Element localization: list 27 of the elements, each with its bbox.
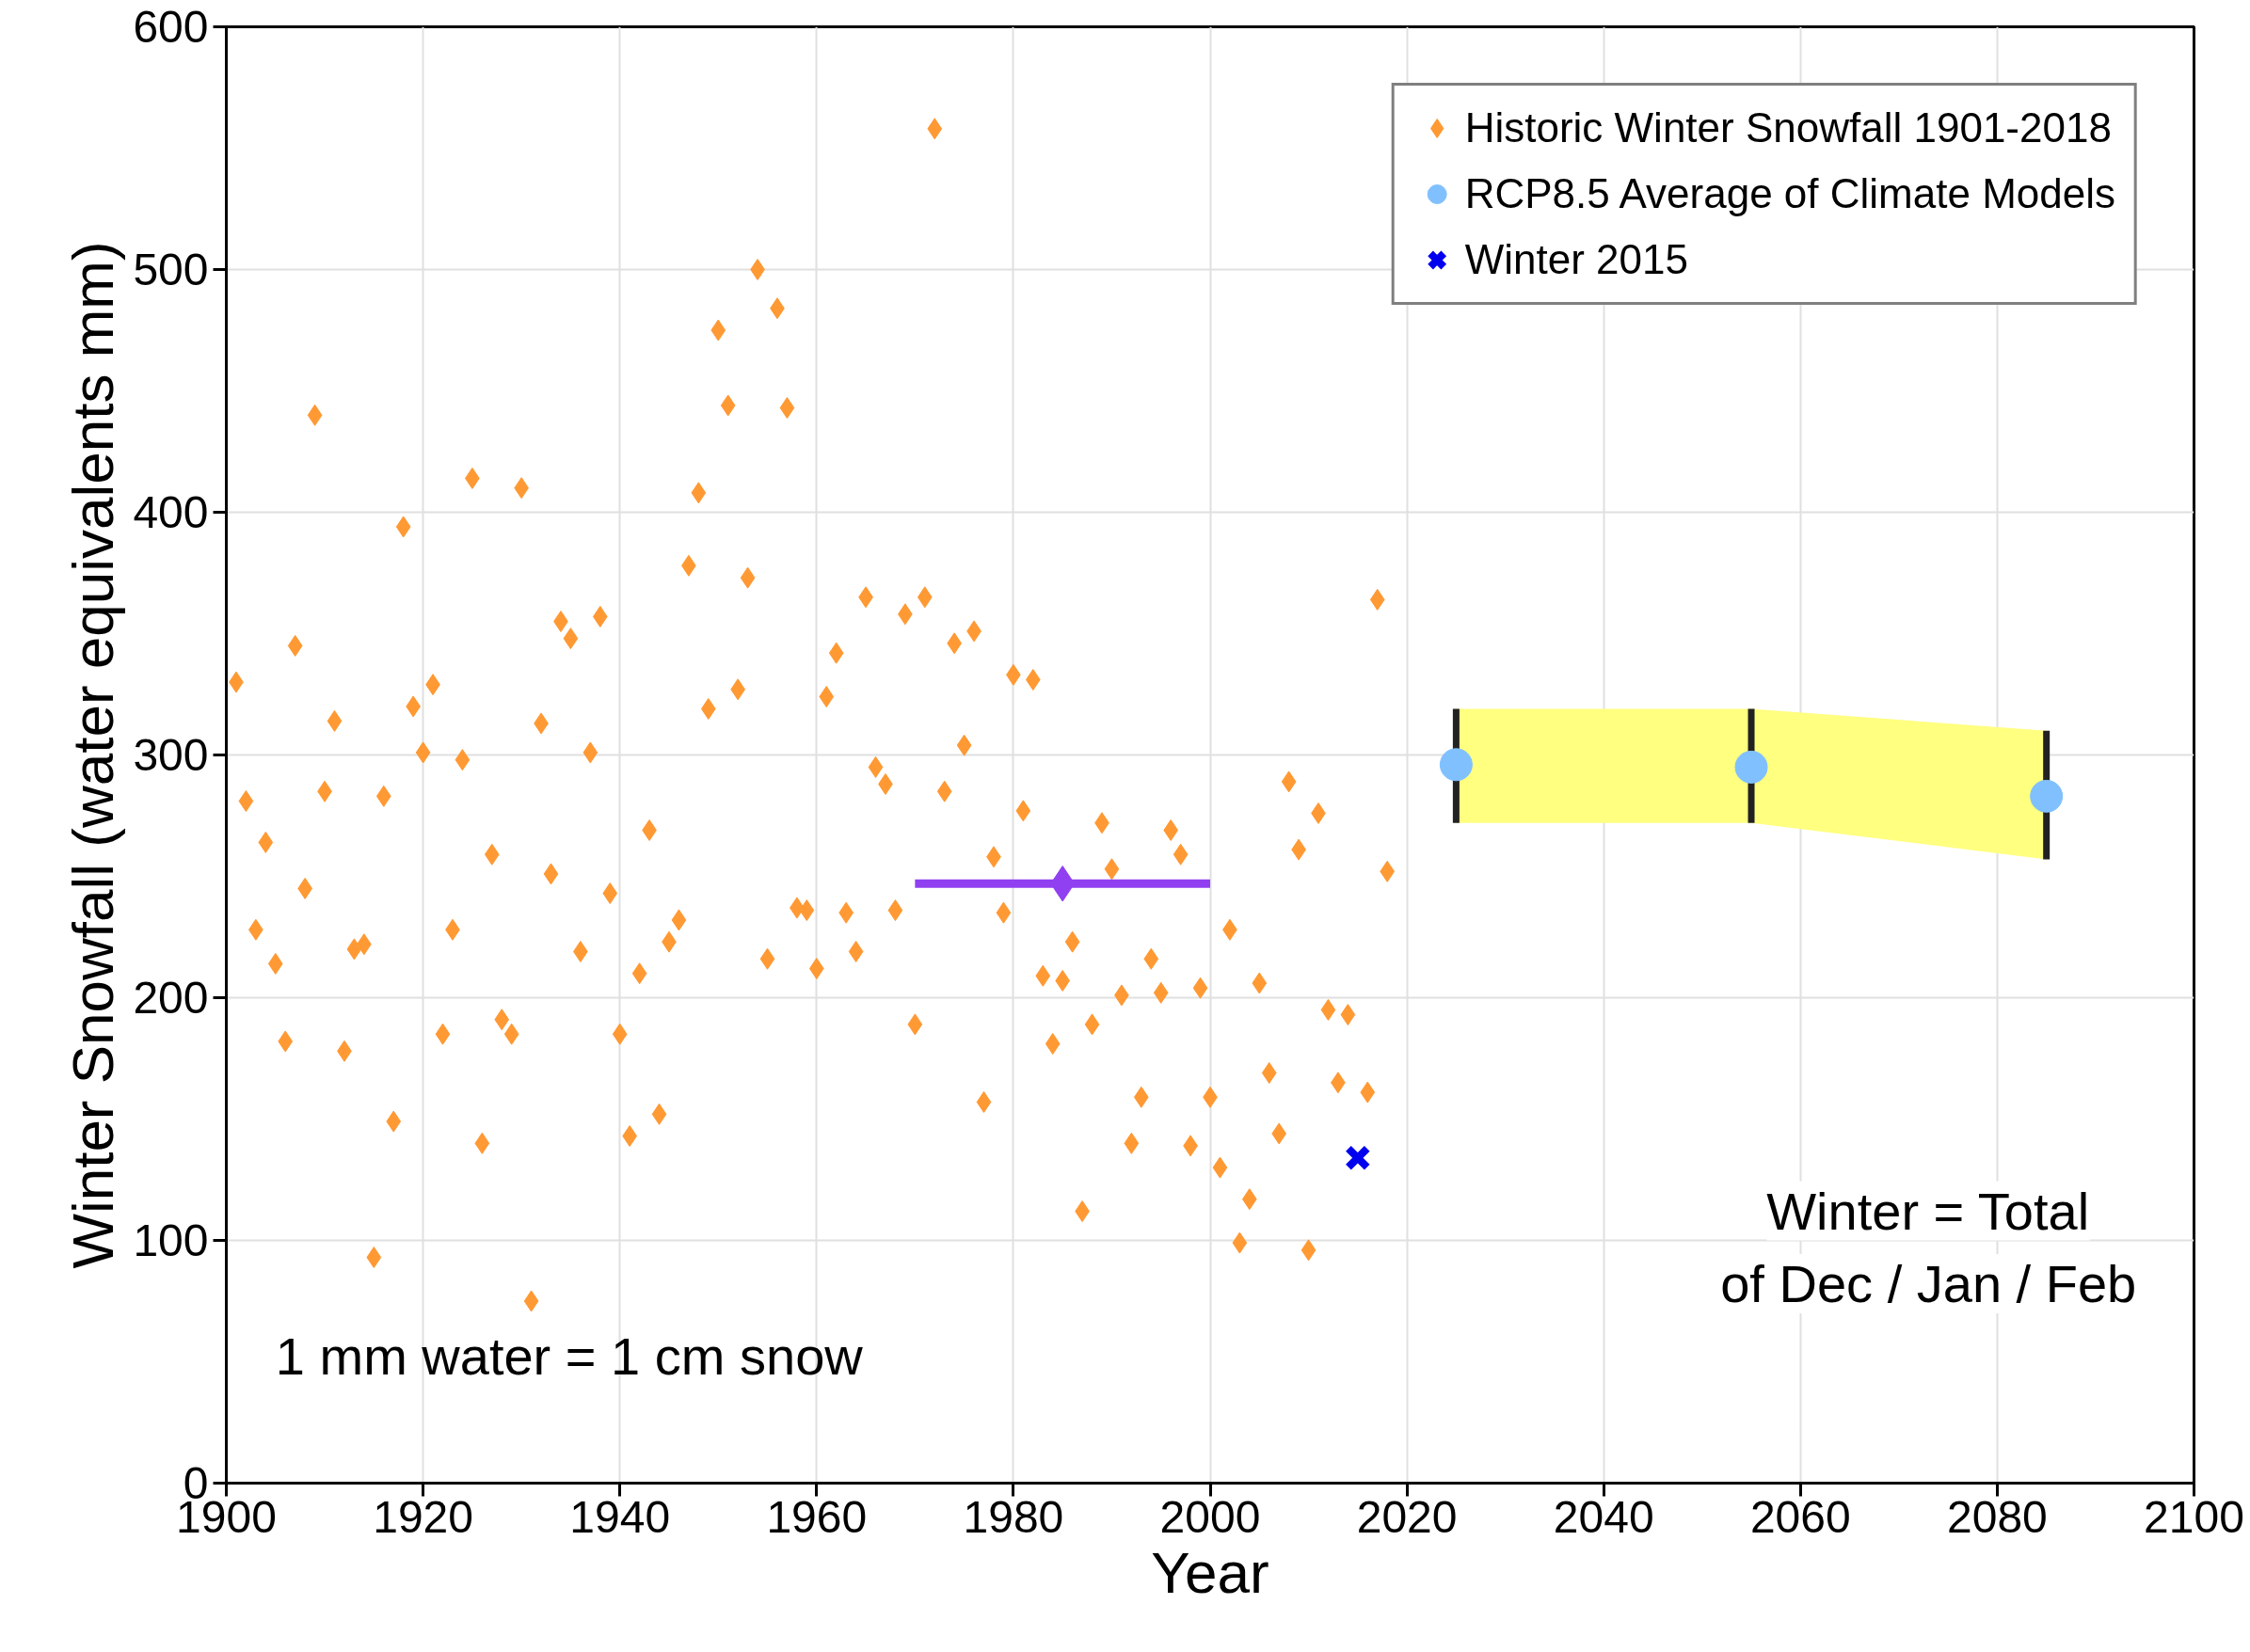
x-axis-title: Year (1151, 1539, 1269, 1605)
y-tick-label: 400 (133, 487, 209, 537)
x-tick-label: 1980 (963, 1491, 1064, 1542)
point (2030, 779, 2064, 813)
point (1439, 748, 1473, 782)
annotation: 1 mm water = 1 cm snow (275, 1326, 864, 1387)
y-tick-label: 600 (133, 2, 209, 52)
y-tick-label: 500 (133, 245, 209, 294)
annotation: Winter = Total of Dec / Jan / Feb (1720, 1181, 2137, 1313)
x-tick-label: 1920 (373, 1491, 473, 1542)
x-tick-label: 2020 (1356, 1491, 1458, 1542)
x-tick-label: 2080 (1947, 1491, 2048, 1542)
legend-label: Historic Winter Snowfall 1901-2018 (1464, 104, 2112, 151)
y-tick-label: 200 (133, 973, 209, 1023)
legend-label: Winter 2015 (1464, 236, 1688, 283)
y-tick-label: 100 (133, 1215, 209, 1265)
x-tick-label: 2000 (1159, 1491, 1261, 1542)
x-tick-label: 1940 (569, 1491, 671, 1542)
point (1734, 750, 1768, 784)
y-axis-title: Winter Snowfall (water equivalents mm) (60, 241, 126, 1269)
x-tick-label: 2040 (1553, 1491, 1654, 1542)
x-tick-label: 2100 (2144, 1491, 2244, 1542)
point (1344, 1144, 1371, 1171)
y-tick-label: 300 (133, 730, 209, 780)
legend-label: RCP8.5 Average of Climate Models (1464, 170, 2115, 217)
x-tick-label: 2060 (1749, 1491, 1851, 1542)
x-tick-label: 1960 (766, 1491, 868, 1542)
